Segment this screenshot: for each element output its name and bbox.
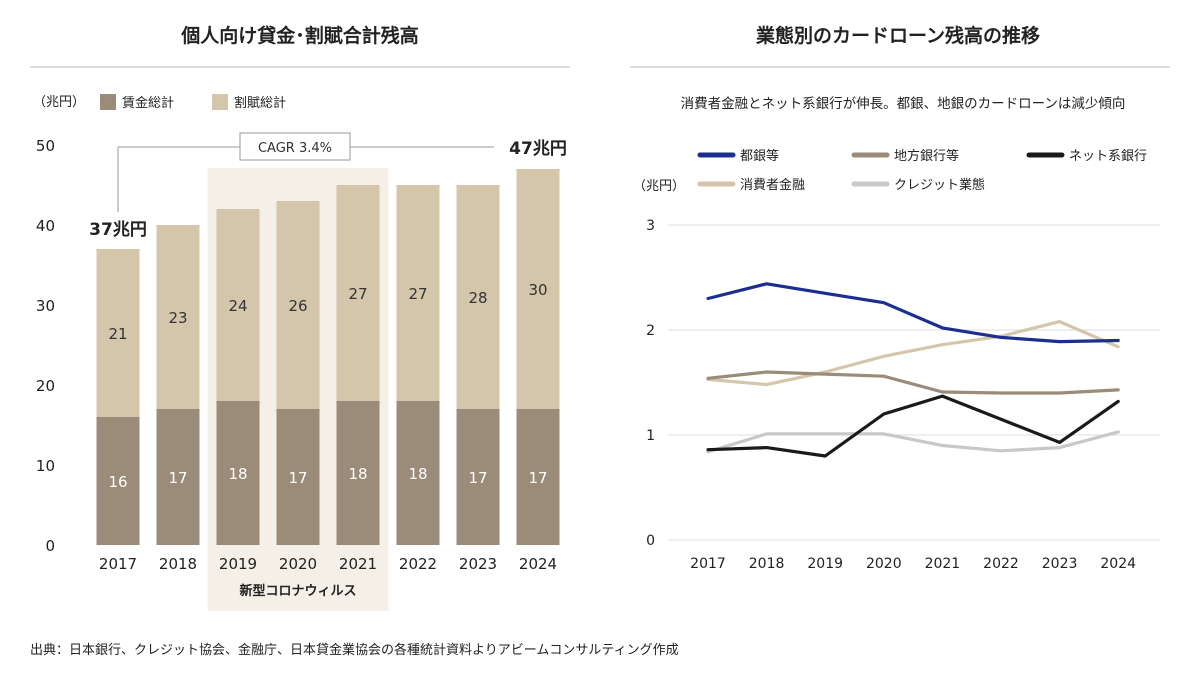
bar-segment-lending (276, 409, 320, 545)
bar-value-label: 23 (168, 309, 187, 327)
right-chart-title: 業態別のカードローン残高の推移 (755, 24, 1040, 47)
bar-value-label: 18 (408, 465, 427, 483)
bar-segment-lending (216, 401, 260, 545)
x-tick-label: 2024 (1100, 556, 1136, 572)
legend-label-installment: 割賦総計 (234, 95, 286, 111)
bar-value-label: 28 (468, 289, 487, 307)
bar-value-label: 30 (528, 281, 547, 299)
y-tick-label: 3 (646, 218, 655, 234)
source-note: 出典：日本銀行、クレジット協会、金融庁、日本貸金業協会の各種統計資料よりアビーム… (30, 642, 679, 658)
x-tick-label: 2017 (99, 555, 137, 573)
bar-value-label: 18 (348, 465, 367, 483)
bar-segment-lending (96, 417, 140, 545)
series-line-credit (706, 430, 1120, 454)
x-tick-label: 2023 (1042, 556, 1078, 572)
bar-segment-lending (456, 409, 500, 545)
bar-segment-installment (156, 225, 200, 409)
left-x-axis: 2017 2018 2019 2020 2021 2022 2023 2024 (99, 555, 557, 573)
bar-segment-installment (396, 185, 440, 401)
legend-label-lending: 賃金総計 (122, 95, 174, 111)
bar-value-label: 16 (108, 473, 127, 491)
left-chart-title: 個人向け貸金･割賦合計残高 (180, 24, 419, 47)
right-chart: 業態別のカードローン残高の推移 消費者金融とネット系銀行が伸長。都銀、地銀のカー… (630, 24, 1170, 572)
x-tick-label: 2022 (399, 555, 437, 573)
bar-segment-installment (456, 185, 500, 409)
x-tick-label: 2021 (339, 555, 377, 573)
y-tick-label: 0 (646, 533, 655, 549)
bar-segment-installment (336, 185, 380, 401)
bar-segment-lending (516, 409, 560, 545)
x-tick-label: 2017 (690, 556, 726, 572)
y-tick-label: 20 (36, 377, 55, 395)
legend-label-shohisha: 消費者金融 (740, 177, 805, 193)
right-series-lines (706, 282, 1120, 458)
legend-swatch-lending (100, 94, 116, 110)
left-bars: 16 21 17 23 18 24 17 26 18 27 18 27 17 28 17 30 (96, 169, 560, 545)
bar-value-label: 18 (228, 465, 247, 483)
bar-value-label: 24 (228, 297, 247, 315)
y-tick-label: 0 (45, 537, 55, 555)
bar-segment-lending (396, 401, 440, 545)
cagr-box (239, 132, 351, 161)
y-tick-label: 2 (646, 323, 655, 339)
end-total-label: 47兆円 (509, 139, 567, 159)
bar-value-label: 17 (168, 469, 187, 487)
y-tick-label: 1 (646, 428, 655, 444)
bar-value-label: 17 (528, 469, 547, 487)
covid-label: 新型コロナウィルス (239, 583, 356, 599)
x-tick-label: 2018 (749, 556, 785, 572)
x-tick-label: 2024 (519, 555, 557, 573)
right-x-axis: 2017 2018 2019 2020 2021 2022 2023 2024 (690, 556, 1136, 572)
series-line-toshigin (706, 282, 1120, 344)
y-tick-label: 40 (36, 217, 55, 235)
bar-value-label: 21 (108, 325, 127, 343)
start-total-label: 37兆円 (89, 220, 147, 240)
x-tick-label: 2022 (983, 556, 1019, 572)
legend-label-credit: クレジット業態 (894, 177, 985, 193)
y-tick-label: 10 (36, 457, 55, 475)
right-y-axis: 0 1 2 3 (646, 218, 655, 549)
bar-segment-lending (336, 401, 380, 545)
x-tick-label: 2020 (866, 556, 902, 572)
legend-label-net: ネット系銀行 (1069, 149, 1147, 164)
series-line-chihou (706, 370, 1120, 395)
bar-segment-installment (276, 201, 320, 409)
left-y-axis: 0 10 20 30 40 50 (36, 137, 55, 555)
bar-value-label: 27 (348, 285, 367, 303)
series-line-shohisha (706, 320, 1120, 387)
bar-segment-installment (516, 169, 560, 409)
x-tick-label: 2018 (159, 555, 197, 573)
x-tick-label: 2019 (807, 556, 843, 572)
bar-value-label: 17 (468, 469, 487, 487)
x-tick-label: 2020 (279, 555, 317, 573)
bar-segment-installment (96, 249, 140, 417)
series-line-net (706, 394, 1120, 458)
cagr-bracket (117, 146, 494, 212)
legend-label-chihou: 地方銀行等 (894, 148, 959, 164)
bar-value-label: 26 (288, 297, 307, 315)
left-unit-label: （兆円） (33, 95, 85, 110)
y-tick-label: 50 (36, 137, 55, 155)
right-unit-label: （兆円） (633, 179, 685, 194)
left-chart: 個人向け貸金･割賦合計残高 （兆円） 賃金総計 割賦総計 0 10 20 30 40 50… (30, 24, 570, 611)
bar-value-label: 27 (408, 285, 427, 303)
bar-segment-installment (216, 209, 260, 401)
bar-value-label: 17 (288, 469, 307, 487)
bar-segment-lending (156, 409, 200, 545)
right-chart-subtitle: 消費者金融とネット系銀行が伸長。都銀、地銀のカードローンは減少傾向 (681, 95, 1126, 112)
x-tick-label: 2023 (459, 555, 497, 573)
legend-label-toshigin: 都銀等 (740, 148, 779, 164)
x-tick-label: 2019 (219, 555, 257, 573)
x-tick-label: 2021 (925, 556, 961, 572)
cagr-label: CAGR 3.4% (258, 141, 332, 156)
legend-swatch-installment (212, 94, 228, 110)
y-tick-label: 30 (36, 297, 55, 315)
